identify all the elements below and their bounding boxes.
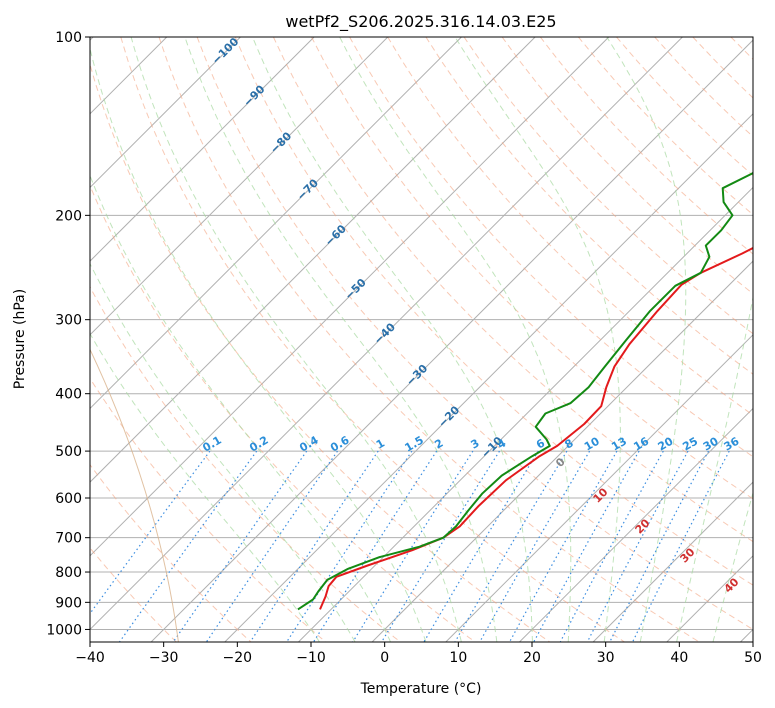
y-tick-label: 600	[55, 491, 82, 507]
y-tick-label: 100	[55, 30, 82, 46]
mixing-ratio-line	[286, 450, 413, 642]
x-tick-label: 10	[449, 650, 467, 666]
moist-adiabat-line	[90, 332, 320, 642]
y-tick-label: 900	[55, 595, 82, 611]
y-tick-label: 700	[55, 531, 82, 547]
plot-frame	[89, 36, 754, 643]
mixing-ratio-line	[509, 450, 618, 642]
x-tick-label: 0	[380, 650, 389, 666]
profile-series	[297, 171, 753, 611]
x-tick-label: −30	[149, 650, 179, 666]
moist-adiabat-line	[90, 174, 392, 642]
isotherm-line	[90, 37, 536, 483]
mixing-ratio-line	[632, 450, 730, 642]
background-lines	[90, 37, 753, 642]
x-tick-label: −10	[296, 650, 326, 666]
moist-adiabat-line	[90, 262, 356, 642]
chart-title: wetPf2_S206.2025.316.14.03.E25	[285, 12, 556, 32]
moist-adiabat-line	[184, 37, 498, 642]
x-tick-label: −20	[223, 650, 253, 666]
isotherm-line	[445, 334, 753, 642]
isotherm-line	[90, 37, 610, 557]
outer-curve-line	[90, 348, 179, 642]
moist-adiabat-line	[676, 295, 753, 642]
x-tick-label: 40	[670, 650, 688, 666]
mixing-ratio-line	[586, 450, 689, 642]
dry-adiabat-line	[311, 37, 753, 500]
dry-adiabat-line	[90, 463, 252, 642]
x-tick-label: −40	[75, 650, 105, 666]
mixing-ratio-line	[559, 450, 664, 642]
mixing-ratio-line	[609, 450, 710, 642]
isotherm-line	[519, 407, 753, 642]
moist-adiabat-line	[130, 37, 462, 642]
y-tick-label: 1000	[46, 622, 82, 638]
dry-adiabat-line	[196, 37, 753, 630]
mixing-ratio-line	[90, 450, 211, 615]
dry-adiabat-line	[272, 37, 753, 543]
isotherm-line	[592, 481, 753, 642]
mixing-ratio-line	[312, 450, 438, 642]
dry-adiabat-line	[90, 377, 327, 642]
x-tick-label: 20	[523, 650, 541, 666]
mixing-ratio-line	[479, 450, 591, 642]
dry-adiabat-line	[90, 62, 551, 642]
dry-adiabat-line	[234, 37, 753, 586]
mixing-ratio-line	[205, 450, 338, 642]
isotherm-line	[90, 37, 315, 262]
mixing-ratio-line	[454, 450, 568, 642]
dry-adiabat-line	[501, 37, 753, 295]
dry-adiabat-line	[120, 37, 625, 642]
mixing-ratio-line	[533, 450, 640, 642]
moist-adiabat-line	[252, 37, 533, 642]
mixing-ratio-line	[423, 450, 539, 642]
isotherm-line	[224, 113, 753, 642]
y-axis: 1000 900 800 700 600 500 400 300 200 100	[46, 30, 90, 638]
isotherm-line	[90, 37, 683, 631]
y-tick-label: 300	[55, 313, 82, 329]
moist-adiabat-line	[339, 37, 572, 642]
dry-adiabat-line	[90, 285, 401, 642]
isotherm-line	[150, 39, 753, 642]
moist-adiabat-line	[90, 46, 427, 642]
y-tick-label: 800	[55, 565, 82, 581]
y-tick-label: 500	[55, 444, 82, 460]
x-axis-label: Temperature (°C)	[360, 681, 482, 697]
x-axis: −40 −30 −20 −10 0 10 20 30 40 50	[75, 642, 762, 666]
isotherm-line	[371, 260, 753, 642]
dry-adiabat-line	[90, 184, 476, 642]
isotherm-line	[90, 37, 462, 410]
moist-adiabat-line	[712, 491, 753, 642]
y-tick-label: 400	[55, 387, 82, 403]
x-tick-label: 50	[744, 650, 762, 666]
isotherm-line	[90, 37, 389, 336]
isotherm-line	[90, 37, 241, 189]
dewpoint-line	[297, 171, 753, 611]
dry-adiabat-line	[425, 37, 753, 375]
x-tick-label: 30	[597, 650, 615, 666]
y-tick-label: 200	[55, 208, 82, 224]
y-axis-label: Pressure (hPa)	[12, 289, 28, 389]
mixing-ratio-line	[249, 450, 379, 642]
dry-adiabat-line	[158, 37, 700, 642]
